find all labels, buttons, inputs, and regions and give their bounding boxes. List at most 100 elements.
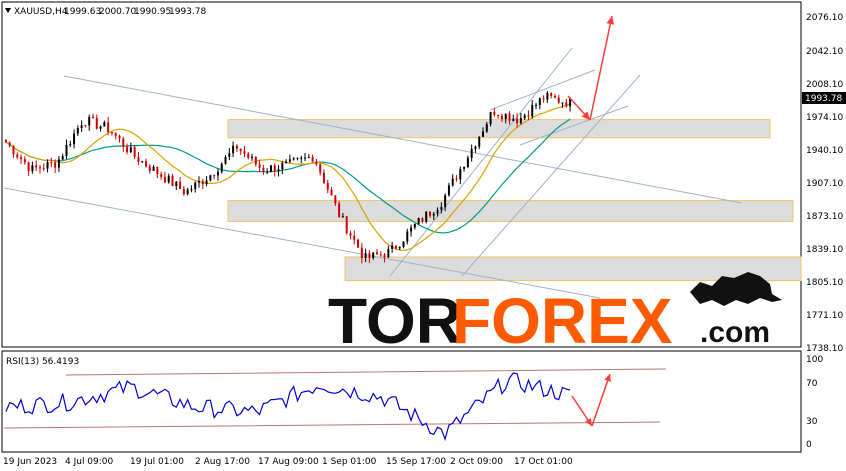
candle-body	[304, 157, 307, 159]
low-value: 1990.95	[134, 7, 171, 17]
candle-body	[42, 168, 45, 170]
brand-com: .com	[700, 316, 770, 349]
forecast-arrow-line	[589, 15, 613, 121]
forecast-arrows	[567, 15, 615, 121]
candle-body	[474, 146, 477, 149]
candle-body	[330, 189, 333, 196]
symbol-label: XAUUSD,H4	[14, 7, 68, 17]
candle-body	[387, 248, 390, 258]
candle-body	[23, 159, 26, 163]
high-value: 2000.70	[99, 7, 136, 17]
close-value: 1993.78	[169, 7, 206, 17]
candle-body	[198, 181, 201, 183]
arrow-head-icon	[606, 16, 615, 25]
rsi-forecast-arrows	[571, 373, 611, 427]
candle-body	[254, 156, 257, 165]
price-candles	[4, 90, 572, 264]
current-price-label: 1993.78	[805, 94, 842, 104]
candle-body	[447, 185, 450, 196]
candle-body	[538, 98, 541, 105]
candle-body	[527, 115, 530, 117]
candle-body	[535, 104, 538, 106]
bull-icon	[690, 272, 782, 306]
candle-body	[247, 153, 250, 158]
candle-body	[406, 231, 409, 242]
candle-body	[266, 171, 269, 173]
candle-body	[557, 97, 560, 103]
candle-body	[357, 239, 360, 248]
candle-body	[243, 151, 246, 154]
candle-body	[360, 247, 363, 258]
candle-body	[258, 164, 261, 168]
candle-body	[133, 147, 136, 157]
candle-body	[118, 135, 121, 139]
time-tick-label: 4 Jul 09:00	[65, 457, 114, 467]
candle-body	[553, 95, 556, 98]
candle-body	[69, 144, 72, 146]
candle-body	[38, 167, 41, 169]
candle-body	[285, 161, 288, 164]
candle-body	[300, 157, 303, 159]
candle-body	[368, 253, 371, 258]
candle-body	[148, 166, 151, 171]
price-tick-label: 1771.10	[806, 311, 843, 321]
candle-body	[485, 124, 488, 132]
candle-body	[46, 162, 49, 169]
candle-body	[455, 178, 458, 180]
candle-body	[394, 245, 397, 249]
candle-body	[65, 144, 68, 157]
candle-body	[232, 145, 235, 154]
candle-body	[103, 122, 106, 127]
support-resistance-zones	[227, 119, 802, 282]
price-tick-label: 1940.10	[806, 146, 843, 156]
candle-body	[292, 158, 295, 160]
candle-body	[440, 207, 443, 210]
candle-body	[326, 182, 329, 190]
candle-body	[137, 156, 140, 162]
candle-body	[334, 195, 337, 204]
candle-body	[269, 165, 272, 172]
candle-body	[463, 166, 466, 169]
candle-body	[341, 216, 344, 218]
candle-body	[512, 118, 515, 121]
candle-body	[398, 246, 401, 249]
candle-body	[410, 227, 413, 232]
candle-body	[73, 133, 76, 145]
candle-body	[504, 113, 507, 120]
candle-body	[35, 165, 38, 168]
candle-body	[95, 118, 98, 129]
price-axis: 2076.10 2042.10 2008.10 1974.10 1940.10 …	[802, 13, 846, 354]
candle-body	[391, 245, 394, 249]
candle-body	[224, 156, 227, 164]
candle-body	[273, 165, 276, 172]
candle-body	[160, 174, 163, 177]
candle-body	[531, 104, 534, 117]
rsi-tick-label: 0	[806, 440, 812, 450]
price-tick-label: 1907.10	[806, 179, 843, 189]
candle-body	[413, 223, 416, 228]
candle-body	[375, 252, 378, 255]
candle-body	[182, 188, 185, 195]
time-axis: 19 Jun 2023 4 Jul 09:00 19 Jul 01:00 2 A…	[3, 457, 573, 467]
price-tick-label: 1839.10	[806, 245, 843, 255]
time-tick-label: 19 Jul 01:00	[130, 457, 184, 467]
candle-body	[126, 146, 129, 153]
candle-body	[88, 117, 91, 126]
candle-body	[167, 175, 170, 183]
candle-body	[163, 176, 166, 183]
candle-body	[379, 254, 382, 256]
candle-body	[436, 209, 439, 214]
candle-body	[186, 189, 189, 195]
candle-body	[319, 164, 322, 173]
trend-line	[489, 69, 596, 111]
candle-body	[383, 254, 386, 258]
candle-body	[338, 203, 341, 218]
arrow-head-icon	[581, 111, 590, 120]
candle-body	[561, 102, 564, 104]
candle-body	[220, 163, 223, 172]
candle-body	[281, 163, 284, 170]
candle-body	[251, 156, 254, 158]
candle-body	[99, 126, 102, 129]
price-tick-label: 2076.10	[806, 13, 843, 23]
